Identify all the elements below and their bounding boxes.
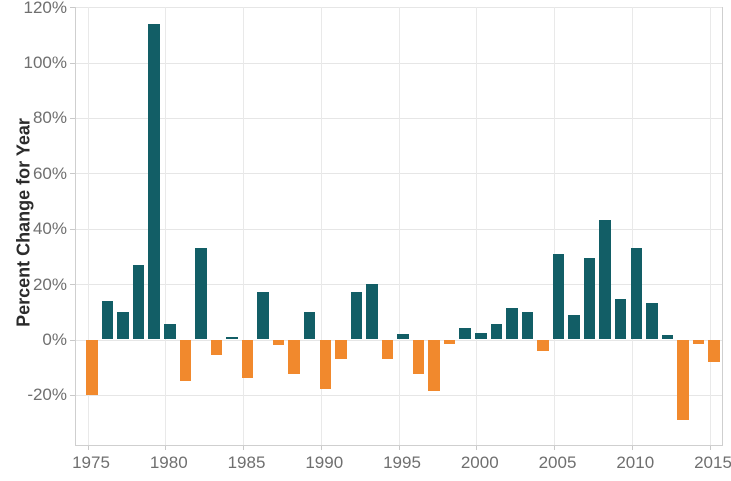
v-gridline-1985 (243, 7, 244, 445)
x-tick-mark-1985 (243, 445, 244, 450)
x-tick-mark-1975 (87, 445, 89, 450)
bar-2014[interactable] (692, 339, 705, 344)
y-tick-label--20: -20% (27, 385, 67, 405)
bar-2015[interactable] (708, 339, 720, 362)
bar-1975[interactable] (86, 339, 98, 395)
bar-1982[interactable] (195, 248, 207, 340)
x-tick-mark-1995 (398, 445, 400, 450)
bar-1991[interactable] (335, 339, 347, 359)
bar-1987[interactable] (272, 339, 285, 346)
x-tick-label-1980: 1980 (149, 453, 188, 472)
bar-2013[interactable] (677, 339, 689, 420)
x-tick-mark-2005 (554, 445, 555, 450)
bar-1976[interactable] (101, 300, 114, 340)
x-tick-mark-1980 (165, 445, 167, 450)
bar-2005[interactable] (552, 253, 565, 340)
v-gridline-1980 (165, 7, 167, 445)
x-tick-label-1990: 1990 (305, 453, 344, 472)
bar-1983[interactable] (210, 339, 223, 355)
x-tick-mark-2015 (709, 445, 711, 450)
y-axis-line (75, 7, 76, 445)
y-tick-label-120: 120% (23, 0, 67, 17)
x-tick-label-1995: 1995 (383, 453, 421, 472)
bar-2009[interactable] (614, 299, 627, 340)
bar-1999[interactable] (459, 328, 471, 340)
x-tick-label-2015: 2015 (694, 453, 731, 472)
y-tick-mark-60 (70, 173, 75, 175)
v-gridline-2015 (709, 7, 711, 445)
y-tick-label-60: 60% (32, 163, 67, 183)
bar-2004[interactable] (537, 339, 549, 351)
x-tick-mark-2000 (476, 445, 478, 450)
x-axis-line (75, 445, 723, 446)
v-gridline-2005 (554, 7, 555, 445)
v-gridline-1995 (398, 7, 400, 445)
bar-2011[interactable] (646, 303, 658, 340)
bar-1996[interactable] (412, 339, 425, 375)
bar-1992[interactable] (350, 292, 363, 340)
y-tick-label-20: 20% (32, 274, 67, 294)
bar-2003[interactable] (521, 311, 534, 340)
bar-2012[interactable] (661, 335, 674, 340)
v-gridline-2000 (476, 7, 478, 445)
bar-1984[interactable] (226, 336, 238, 340)
bar-1978[interactable] (132, 264, 145, 340)
y-tick-label-80: 80% (32, 108, 67, 128)
bar-1977[interactable] (117, 311, 129, 340)
y-tick-mark-20 (70, 284, 75, 286)
bar-1993[interactable] (366, 284, 378, 340)
x-tick-label-2000: 2000 (460, 453, 499, 472)
y-tick-mark-40 (70, 228, 75, 230)
right-border-line (722, 7, 723, 445)
v-gridline-1975 (87, 7, 89, 445)
x-tick-mark-1990 (320, 445, 322, 450)
bar-1981[interactable] (179, 339, 192, 382)
bar-2002[interactable] (506, 307, 518, 340)
bar-1988[interactable] (288, 339, 300, 375)
bar-2006[interactable] (568, 314, 580, 340)
bar-1980[interactable] (164, 324, 176, 340)
bar-2007[interactable] (583, 257, 596, 340)
bar-2010[interactable] (630, 248, 642, 340)
bar-1986[interactable] (257, 292, 269, 340)
bar-1990[interactable] (319, 339, 331, 390)
x-tick-mark-2010 (631, 445, 633, 450)
bar-1995[interactable] (397, 333, 409, 340)
x-tick-label-2005: 2005 (538, 453, 577, 472)
y-tick-label-40: 40% (32, 219, 67, 239)
bar-1998[interactable] (443, 339, 456, 344)
y-tick-label-100: 100% (23, 53, 67, 72)
y-tick-mark-100 (70, 62, 75, 64)
bar-2001[interactable] (490, 324, 503, 340)
bar-1979[interactable] (148, 23, 160, 340)
bar-2000[interactable] (475, 332, 487, 340)
x-tick-label-2010: 2010 (616, 453, 655, 472)
bar-1989[interactable] (303, 311, 316, 340)
y-tick-mark-0 (70, 339, 75, 341)
y-tick-mark-80 (70, 117, 75, 119)
x-tick-label-1985: 1985 (227, 453, 266, 472)
bar-1985[interactable] (241, 339, 254, 379)
y-tick-mark-120 (70, 7, 75, 9)
y-tick-mark--20 (70, 394, 75, 396)
x-tick-label-1975: 1975 (72, 453, 110, 472)
bar-2008[interactable] (599, 220, 611, 340)
v-gridline-1990 (320, 7, 322, 445)
bar-1997[interactable] (428, 339, 440, 391)
y-tick-label-0: 0% (42, 330, 67, 349)
v-gridline-2010 (631, 7, 633, 445)
bar-1994[interactable] (381, 339, 394, 359)
